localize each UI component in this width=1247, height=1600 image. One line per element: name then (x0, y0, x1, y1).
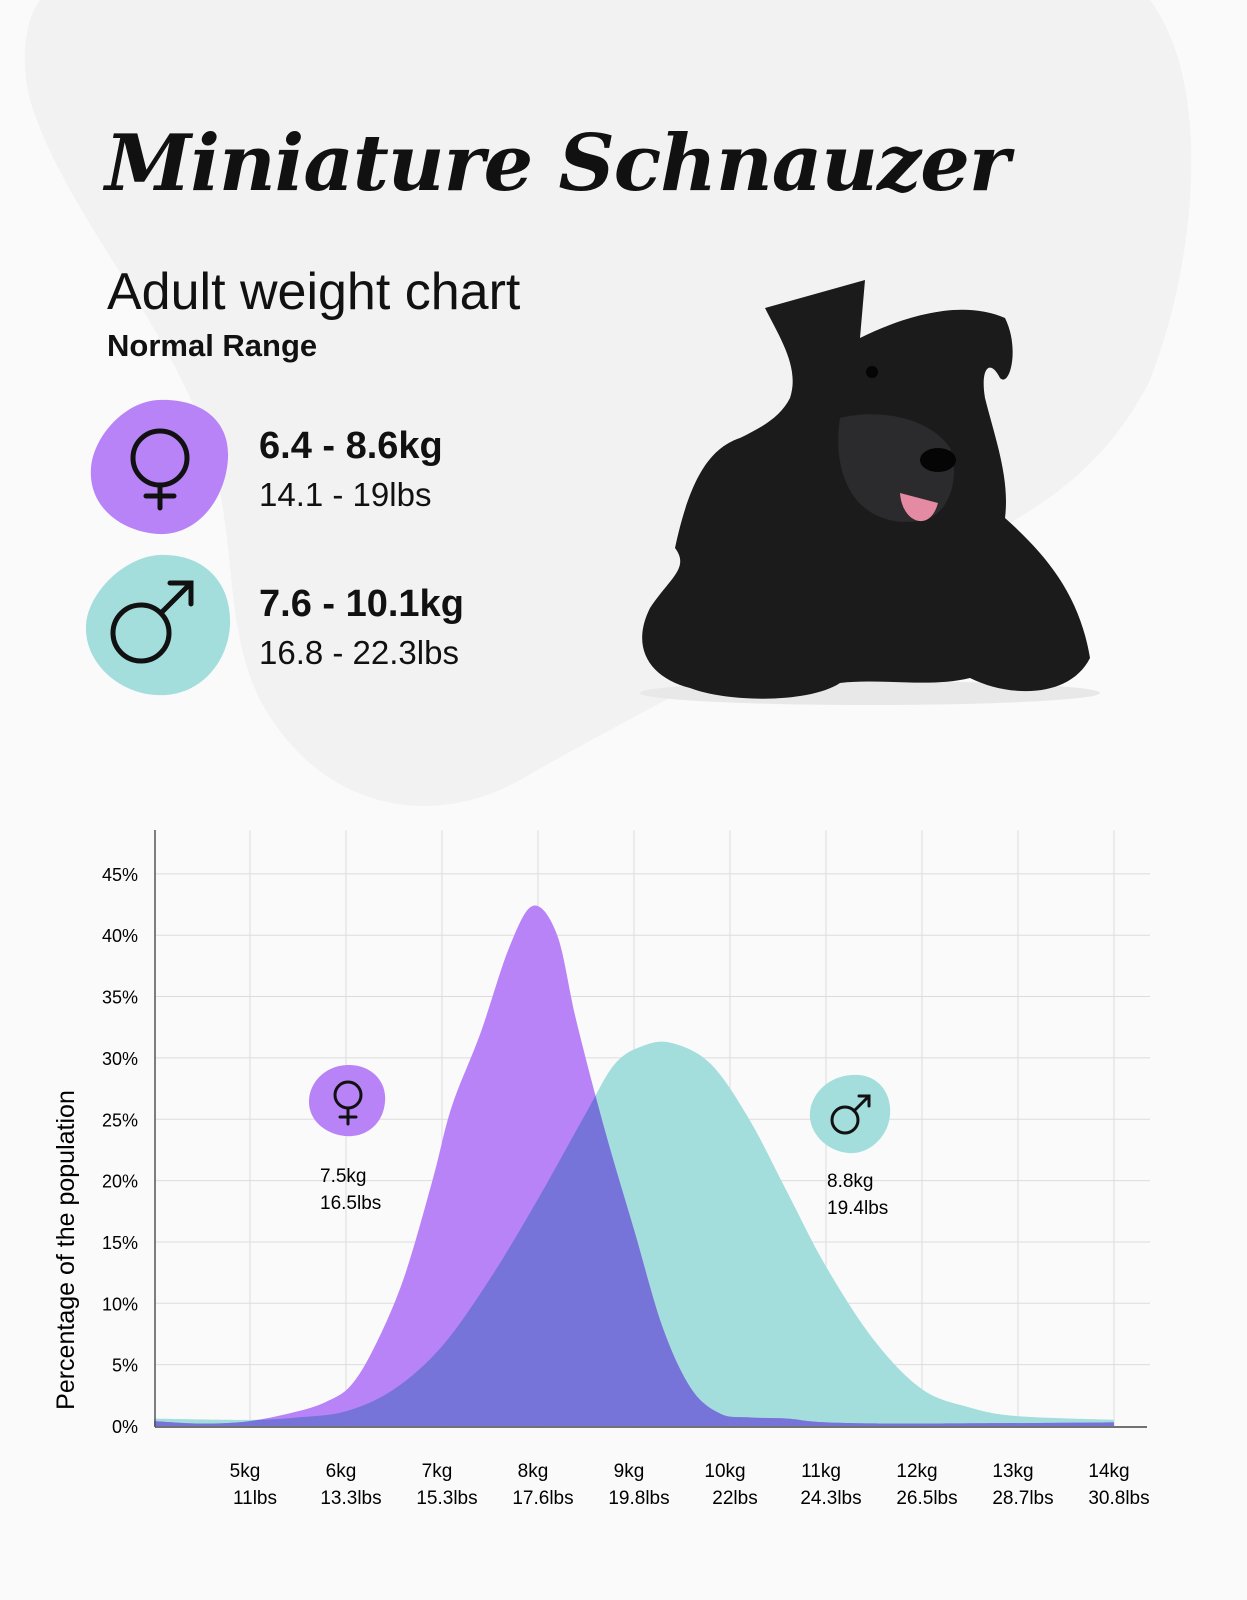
y-tick-label: 20% (102, 1172, 138, 1192)
y-tick-label: 15% (102, 1233, 138, 1253)
male-range: 7.6 - 10.1kg 16.8 - 22.3lbs (259, 583, 464, 672)
x-tick-lbs: 22lbs (712, 1488, 757, 1509)
page-title: Miniature Schnauzer (105, 118, 1010, 209)
x-tick-lbs: 15.3lbs (416, 1488, 477, 1509)
male-annotation-badge (809, 1074, 891, 1154)
x-tick-kg: 14kg (1088, 1461, 1129, 1482)
x-tick-kg: 6kg (326, 1461, 357, 1482)
x-tick-kg: 13kg (992, 1461, 1033, 1482)
y-tick-label: 5% (112, 1356, 138, 1376)
x-tick-lbs: 24.3lbs (800, 1488, 861, 1509)
background-blob (0, 0, 1247, 820)
female-annotation-badge (308, 1064, 386, 1137)
female-symbol-icon (90, 399, 229, 535)
male-lbs: 16.8 - 22.3lbs (259, 634, 459, 671)
x-tick-kg: 10kg (704, 1461, 745, 1482)
female-kg: 6.4 - 8.6kg (259, 425, 443, 467)
female-annotation: 7.5kg 16.5lbs (308, 1064, 386, 1214)
y-tick-label: 45% (102, 865, 138, 885)
x-tick-lbs: 13.3lbs (320, 1488, 381, 1509)
dog-photo (640, 280, 1100, 705)
y-tick-label: 0% (112, 1417, 138, 1437)
female-range: 6.4 - 8.6kg 14.1 - 19lbs (259, 425, 443, 514)
male-kg: 7.6 - 10.1kg (259, 583, 464, 625)
x-tick-kg: 5kg (230, 1461, 261, 1482)
x-tick-lbs: 11lbs (233, 1488, 277, 1509)
weight-distribution-chart: 0% 5% 10% 15% 20% 25% 30% 35% 40% 45% 5kg 11lbs 6kg… (52, 830, 1150, 1509)
y-axis-label: Percentage of the population (52, 1090, 80, 1410)
male-symbol-icon (85, 554, 231, 696)
y-tick-label: 10% (102, 1294, 138, 1314)
x-tick-lbs: 17.6lbs (512, 1488, 573, 1509)
x-tick-lbs: 19.8lbs (608, 1488, 669, 1509)
x-tick-kg: 8kg (518, 1461, 549, 1482)
female-lbs: 14.1 - 19lbs (259, 476, 432, 513)
female-annotation-kg: 7.5kg (320, 1166, 366, 1187)
x-tick-kg: 9kg (614, 1461, 645, 1482)
y-tick-label: 35% (102, 988, 138, 1008)
male-annotation: 8.8kg 19.4lbs (809, 1074, 891, 1219)
range-label: Normal Range (107, 328, 318, 363)
female-symbol-icon (333, 1080, 363, 1126)
y-tick-label: 30% (102, 1049, 138, 1069)
male-annotation-lbs: 19.4lbs (827, 1198, 888, 1219)
x-tick-lbs: 26.5lbs (896, 1488, 957, 1509)
male-annotation-kg: 8.8kg (827, 1171, 873, 1192)
x-tick-kg: 11kg (801, 1461, 841, 1482)
x-tick-kg: 12kg (896, 1461, 937, 1482)
x-tick-lbs: 30.8lbs (1088, 1488, 1149, 1509)
y-tick-label: 25% (102, 1110, 138, 1130)
y-tick-label: 40% (102, 926, 138, 946)
subtitle: Adult weight chart (107, 263, 521, 321)
female-annotation-lbs: 16.5lbs (320, 1193, 381, 1214)
x-tick-kg: 7kg (422, 1461, 453, 1482)
overlap-area (154, 1041, 1114, 1426)
x-tick-lbs: 28.7lbs (992, 1488, 1053, 1509)
male-symbol-icon (830, 1094, 871, 1135)
